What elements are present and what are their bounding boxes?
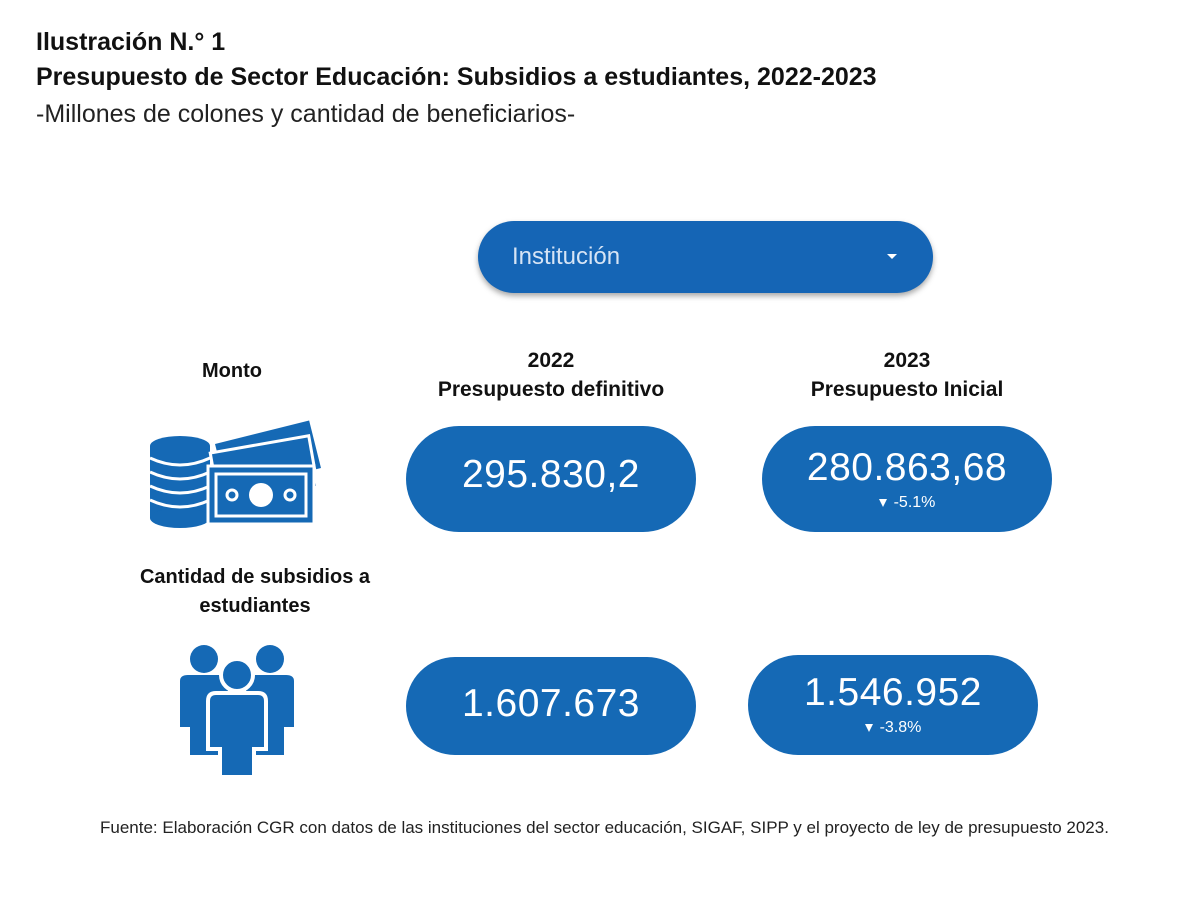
- money-icon: [149, 416, 325, 528]
- value-2022-subsidios: 1.607.673: [406, 657, 696, 755]
- column-label-2023: Presupuesto Inicial: [810, 378, 1004, 401]
- value-2023-monto: 280.863,68 -5.1%: [762, 426, 1052, 532]
- value-2023-subsidios: 1.546.952 -3.8%: [748, 655, 1038, 755]
- figure-label: Ilustración N.° 1: [36, 28, 226, 56]
- row-label-monto: Monto: [202, 360, 262, 382]
- people-icon: [180, 645, 294, 779]
- change-text: -5.1%: [893, 494, 936, 511]
- column-header-2023: 2023 Presupuesto Inicial: [762, 346, 1052, 404]
- change-indicator: -5.1%: [762, 494, 1052, 512]
- value-2022-monto: 295.830,2: [406, 426, 696, 532]
- column-label-2022: Presupuesto definitivo: [437, 378, 665, 401]
- row-label-subsidios: Cantidad de subsidios a estudiantes: [110, 563, 400, 621]
- institution-dropdown-label: Institución: [512, 243, 621, 270]
- column-header-2022: 2022 Presupuesto definitivo: [406, 346, 696, 404]
- value-text: 1.607.673: [461, 682, 640, 725]
- column-year-2023: 2023: [883, 349, 931, 372]
- value-text: 295.830,2: [461, 453, 640, 496]
- value-text: 280.863,68: [806, 446, 1008, 489]
- arrow-down-icon: [864, 723, 873, 732]
- row-label-line2: estudiantes: [199, 595, 311, 617]
- row-label-line1: Cantidad de subsidios a: [139, 566, 371, 588]
- arrow-down-icon: [878, 498, 887, 507]
- institution-dropdown[interactable]: Institución: [478, 221, 933, 293]
- column-year-2022: 2022: [527, 349, 575, 372]
- change-indicator: -3.8%: [748, 719, 1038, 737]
- change-text: -3.8%: [879, 719, 922, 736]
- source-note: Fuente: Elaboración CGR con datos de las…: [100, 818, 1109, 837]
- caret-down-icon: [887, 254, 897, 259]
- page-subtitle: -Millones de colones y cantidad de benef…: [36, 100, 576, 128]
- value-text: 1.546.952: [803, 671, 982, 714]
- page-title: Presupuesto de Sector Educación: Subsidi…: [36, 63, 877, 91]
